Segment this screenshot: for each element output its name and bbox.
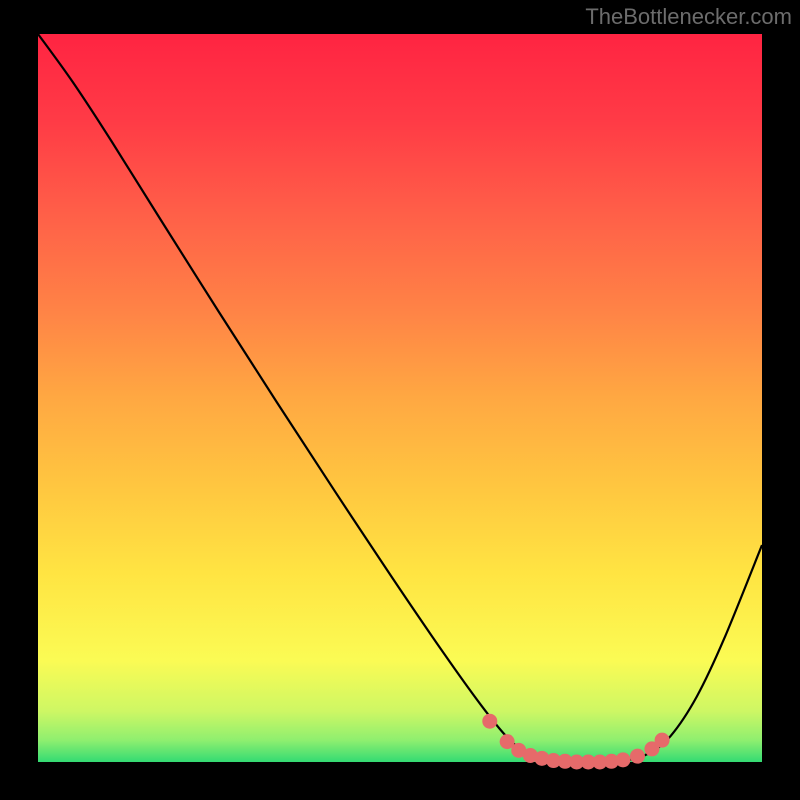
- optimal-marker: [482, 714, 497, 729]
- watermark-text: TheBottlenecker.com: [585, 4, 792, 30]
- optimal-marker: [655, 733, 670, 748]
- gradient-background: [38, 34, 762, 762]
- optimal-marker: [630, 749, 645, 764]
- chart-frame: TheBottlenecker.com: [0, 0, 800, 800]
- bottleneck-chart: [0, 0, 800, 800]
- optimal-marker: [615, 752, 630, 767]
